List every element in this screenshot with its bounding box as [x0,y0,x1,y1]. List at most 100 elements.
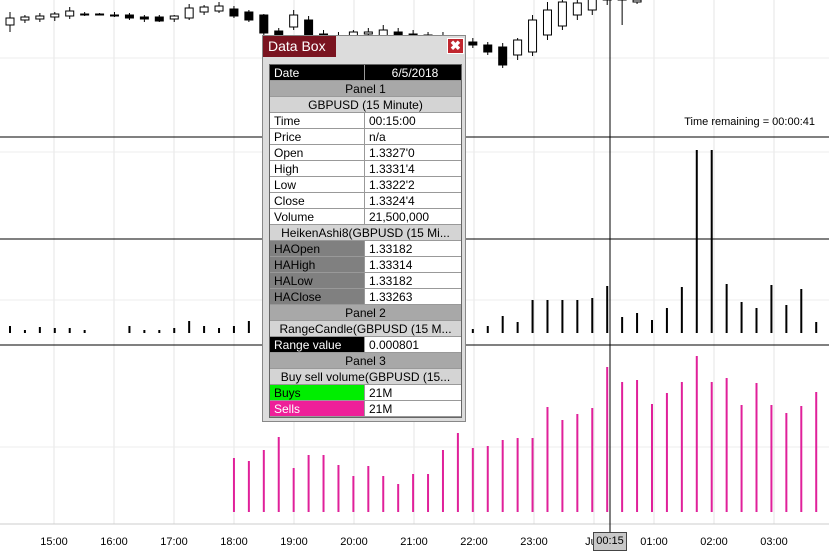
row-label: HAHigh [270,257,365,272]
x-tick-label: 20:00 [340,536,368,548]
x-tick-label: 02:00 [700,536,728,548]
section-header: Panel 2 [345,306,386,320]
section-header: RangeCandle(GBPUSD (15 M... [279,322,452,336]
data-row: GBPUSD (15 Minute) [270,97,461,113]
x-tick-label: 22:00 [460,536,488,548]
data-row: Close 1.3324'4 [270,193,461,209]
row-value: 21M [369,386,393,400]
row-label: Volume [270,209,365,224]
row-value: 1.3331'4 [369,162,415,176]
row-label: HALow [270,273,365,288]
row-label: HAClose [270,289,365,304]
candle-body [110,14,120,17]
time-remaining: Time remaining = 00:00:41 [684,116,815,128]
x-tick-label: 16:00 [100,536,128,548]
data-row: RangeCandle(GBPUSD (15 M... [270,321,461,337]
data-row: Volume 21,500,000 [270,209,461,225]
candle-body [557,1,567,27]
section-header: Buy sell volume(GBPUSD (15... [280,370,451,384]
candle-body [542,9,552,36]
data-row: Panel 1 [270,81,461,97]
candle-body [572,2,582,16]
data-row: HeikenAshi8(GBPUSD (15 Mi... [270,225,461,241]
data-row: Buys 21M [270,385,461,401]
candle-body [483,44,493,53]
data-row: Range value 0.000801 [270,337,461,353]
row-label: High [270,161,365,176]
data-row: HALow 1.33182 [270,273,461,289]
section-header: Panel 1 [345,82,386,96]
candle-body [513,39,523,56]
data-box-title[interactable]: Data Box [263,36,336,57]
row-value: 1.33314 [369,258,413,272]
row-value: 00:15:00 [369,114,416,128]
data-row: HAHigh 1.33314 [270,257,461,273]
section-header: HeikenAshi8(GBPUSD (15 Mi... [281,226,450,240]
x-tick-label: 15:00 [40,536,68,548]
data-row: HAClose 1.33263 [270,289,461,305]
row-value: 0.000801 [369,338,420,352]
x-tick-label: 23:00 [520,536,548,548]
candle-body [199,6,209,13]
candle-body [169,15,179,20]
data-row: Buy sell volume(GBPUSD (15... [270,369,461,385]
candle-body [35,15,45,20]
candle-body [259,14,269,34]
row-value: 1.33182 [369,242,413,256]
data-row: High 1.3331'4 [270,161,461,177]
candle-body [498,46,508,66]
data-row: Price n/a [270,129,461,145]
data-row: HAOpen 1.33182 [270,241,461,257]
row-label: Date [270,65,365,80]
row-value: 6/5/2018 [391,66,439,80]
price-panel [5,0,642,68]
data-row: Low 1.3322'2 [270,177,461,193]
data-row: Sells 21M [270,401,461,417]
row-label: Open [270,145,365,160]
candle-body [65,10,75,17]
row-value: 1.33263 [369,290,413,304]
candle-body [50,13,60,18]
section-header: Panel 3 [345,354,386,368]
cursor-time-label: 00:15 [593,532,627,551]
row-value: 1.3322'2 [369,178,415,192]
candle-body [244,11,254,21]
candle-body [229,8,239,17]
candle-body [184,7,194,19]
x-tick-label: 18:00 [220,536,248,548]
candle-body [528,19,538,53]
data-box[interactable]: Data Box ✖ Date 6/5/2018 Panel 1 GBPUSD (15… [262,35,466,422]
candle-body [289,14,299,28]
row-label: Low [270,177,365,192]
row-value: 21M [369,402,393,416]
row-value: 1.3327'0 [369,146,415,160]
row-label: HAOpen [270,241,365,256]
candle-body [468,41,478,46]
candle-body [139,16,149,20]
x-tick-label: 03:00 [760,536,788,548]
time-axis: 15:00 16:00 17:00 18:00 19:00 20:00 21:00 22:00… [40,536,788,548]
candle-body [304,19,314,37]
candle-body [154,16,164,22]
section-header: GBPUSD (15 Minute) [308,98,423,112]
x-tick-label: 17:00 [160,536,188,548]
data-row: Panel 2 [270,305,461,321]
x-tick-label: 19:00 [280,536,308,548]
candle-body [95,13,105,16]
row-value: 1.3324'4 [369,194,415,208]
close-button[interactable]: ✖ [447,38,464,54]
candle-body [124,14,134,19]
candle-body [214,5,224,12]
row-label: Time [270,113,365,128]
row-label: Sells [270,401,365,416]
candle-body [587,0,597,11]
candle-body [20,16,30,21]
x-tick-label: 21:00 [400,536,428,548]
row-value: 1.33182 [369,274,413,288]
data-box-table: Date 6/5/2018 Panel 1 GBPUSD (15 Minute) Tim… [269,64,462,418]
row-label: Price [270,129,365,144]
row-label: Close [270,193,365,208]
row-value: 21,500,000 [369,210,430,224]
candle-body [5,17,15,26]
